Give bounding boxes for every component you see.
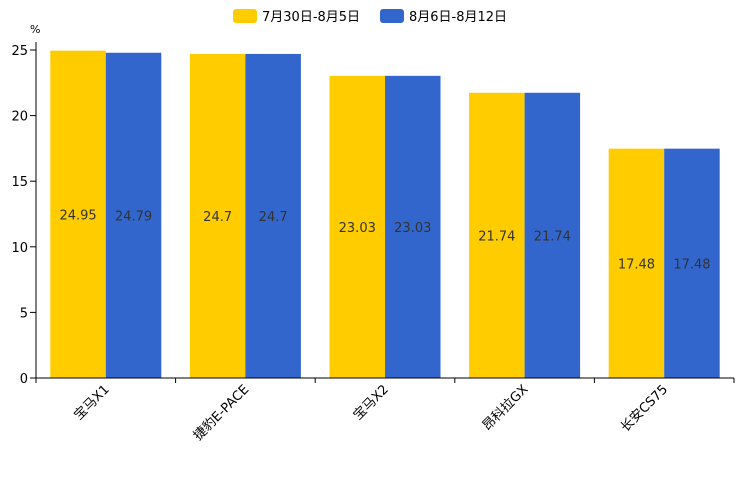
bar-series-1-1 bbox=[50, 50, 106, 378]
y-tick-label: 5 bbox=[20, 306, 28, 321]
bars: 24.95 24.79 24.7 24.7 23.03 23.03 21.74 21.74 17… bbox=[50, 50, 720, 379]
x-category-label-5: 长安CS75 bbox=[618, 382, 671, 435]
bar-series-2-3 bbox=[385, 75, 441, 378]
bar-series-2-2 bbox=[245, 53, 301, 378]
data-label-series-1-3: 23.03 bbox=[339, 221, 376, 236]
x-category-label-4: 昂科拉GX bbox=[480, 382, 532, 434]
y-tick-label: 15 bbox=[11, 175, 28, 190]
data-label-series-1-1: 24.95 bbox=[59, 208, 96, 223]
data-label-series-1-4: 21.74 bbox=[478, 229, 515, 244]
bar-series-1-5 bbox=[608, 148, 665, 378]
y-tick-label: 25 bbox=[11, 44, 28, 59]
bar-series-1-2 bbox=[189, 53, 246, 378]
y-tick-label: 10 bbox=[11, 241, 28, 256]
legend-swatch-1[interactable] bbox=[233, 9, 257, 23]
data-label-series-2-3: 23.03 bbox=[394, 221, 431, 236]
y-axis: 0 5 10 15 20 25 bbox=[11, 42, 37, 387]
legend-label-1[interactable]: 7月30日-8月5日 bbox=[262, 10, 360, 25]
bar-series-1-3 bbox=[329, 75, 385, 378]
bar-series-2-4 bbox=[524, 92, 581, 378]
y-tick-label: 0 bbox=[20, 372, 28, 387]
data-label-series-2-1: 24.79 bbox=[115, 209, 152, 224]
x-category-label-1: 宝马X1 bbox=[71, 382, 112, 423]
data-label-series-1-2: 24.7 bbox=[203, 210, 232, 225]
data-label-series-1-5: 17.48 bbox=[618, 257, 655, 272]
y-tick-label: 20 bbox=[11, 110, 28, 125]
x-category-label-2: 捷豹E-PACE bbox=[191, 382, 252, 443]
data-label-series-2-5: 17.48 bbox=[673, 257, 710, 272]
y-axis-unit-label: % bbox=[30, 23, 40, 36]
bar-series-2-5 bbox=[664, 148, 720, 378]
bar-series-1-4 bbox=[469, 92, 525, 378]
data-label-series-2-2: 24.7 bbox=[259, 210, 288, 225]
legend: 7月30日-8月5日 8月6日-8月12日 bbox=[233, 9, 507, 25]
x-axis: 宝马X1 捷豹E-PACE 宝马X2 昂科拉GX 长安CS75 bbox=[35, 377, 735, 444]
bar-series-2-1 bbox=[105, 52, 162, 379]
legend-swatch-2[interactable] bbox=[380, 9, 404, 23]
legend-label-2[interactable]: 8月6日-8月12日 bbox=[409, 10, 507, 25]
data-label-series-2-4: 21.74 bbox=[534, 229, 571, 244]
x-category-label-3: 宝马X2 bbox=[351, 382, 392, 423]
